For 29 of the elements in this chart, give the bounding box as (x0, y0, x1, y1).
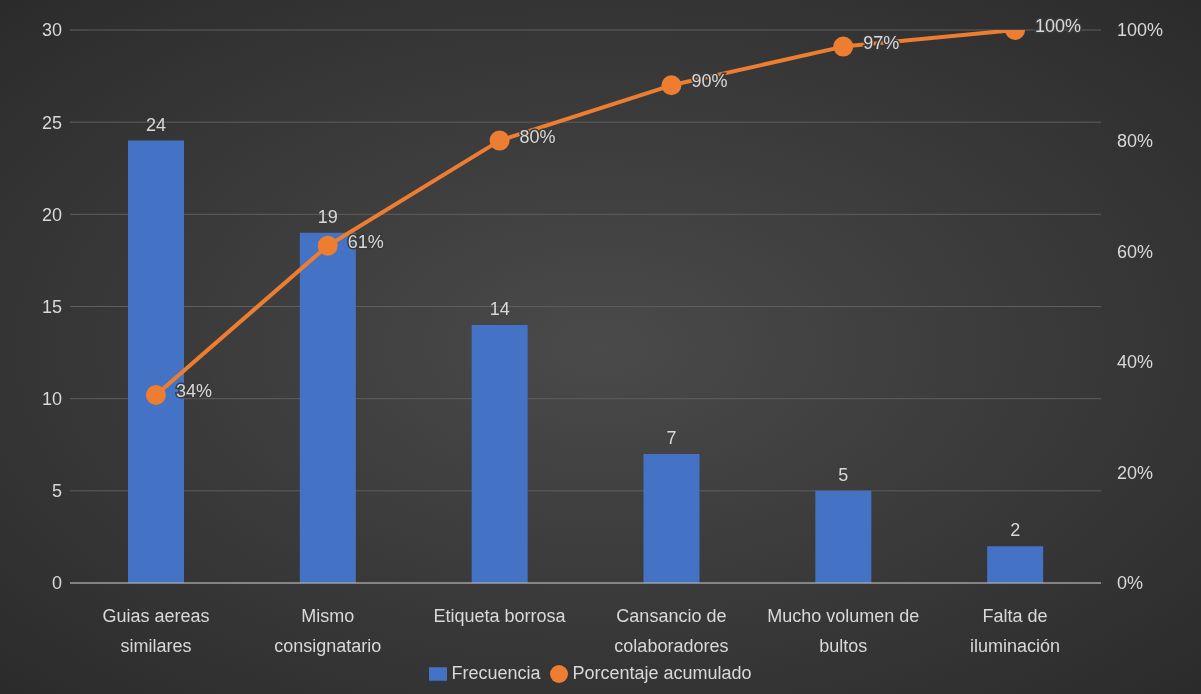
data-label: 14 (489, 298, 510, 319)
y2-tick-label: 20% (1117, 462, 1154, 483)
y2-tick-label: 40% (1117, 352, 1154, 373)
y-tick-label: 10 (41, 389, 62, 410)
legend-label: Frecuencia (451, 663, 541, 683)
legend-label: Porcentaje acumulado (572, 663, 752, 683)
x-tick-label: Guias aereas similares (101, 605, 211, 658)
y-tick-label: 0 (51, 573, 62, 594)
data-label: 5 (838, 464, 849, 485)
x-tick-label: Falta de iluminación (969, 605, 1062, 658)
data-label: 7 (666, 427, 677, 448)
x-tick-label: Mismo consignatario (273, 605, 383, 658)
y2-tick-label: 100% (1117, 20, 1164, 41)
y2-tick-label: 0% (1117, 573, 1144, 594)
y-tick-label: 25 (41, 112, 62, 133)
data-label: 80% (519, 126, 556, 147)
data-label: 2 (1010, 520, 1021, 541)
x-tick-label: Etiqueta borrosa (432, 605, 567, 628)
data-label: 19 (317, 206, 338, 227)
y-tick-label: 20 (41, 204, 62, 225)
y-tick-label: 15 (41, 296, 62, 317)
y-tick-label: 30 (41, 20, 62, 41)
x-tick-label: Cansancio de colaboradores (613, 605, 730, 658)
y2-tick-label: 60% (1117, 241, 1154, 262)
x-tick-label: Mucho volumen de bultos (766, 605, 921, 658)
data-label: 100% (1035, 16, 1082, 36)
y2-tick-label: 80% (1117, 130, 1154, 151)
y-tick-label: 5 (51, 481, 62, 502)
data-label: 24 (145, 114, 167, 135)
